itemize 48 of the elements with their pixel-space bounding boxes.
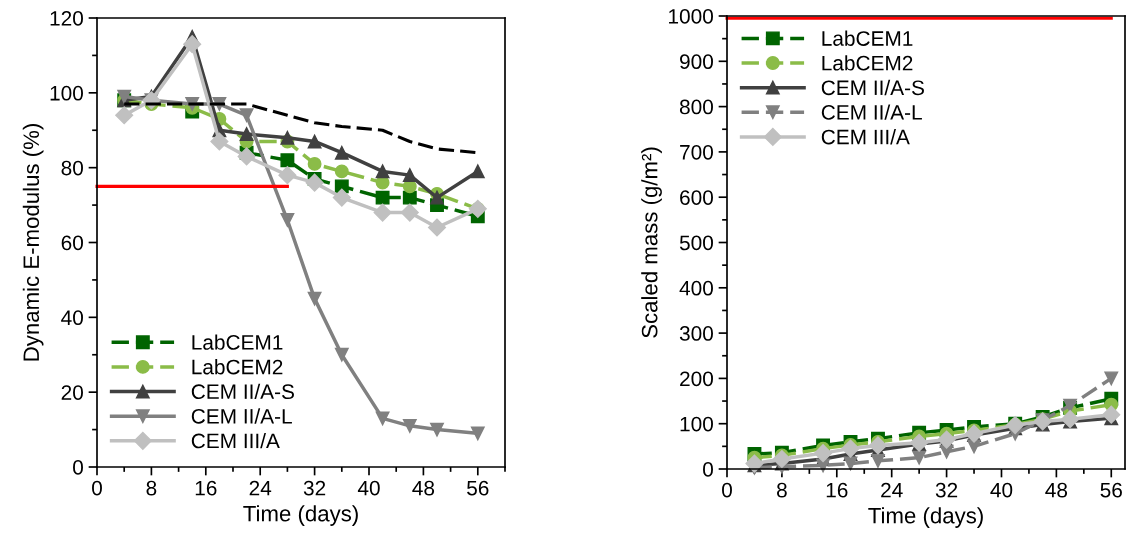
x-tick-label: 0 <box>92 480 102 496</box>
legend-label: CEM III/A <box>191 433 280 449</box>
x-tick-label: 40 <box>990 482 1013 498</box>
y-tick-label: 800 <box>679 99 713 115</box>
x-tick-label: 32 <box>303 480 326 496</box>
x-tick-label: 32 <box>935 482 958 498</box>
x-tick-label: 48 <box>412 480 435 496</box>
y-tick-label: 0 <box>73 460 83 475</box>
x-tick-label: 40 <box>357 480 380 496</box>
y-axis-title: Dynamic E-modulus (%) <box>22 124 44 361</box>
x-tick-label: 16 <box>195 480 217 496</box>
y-axis-title: Scaled mass (g/m²) <box>641 147 662 338</box>
x-tick-label: 56 <box>1100 482 1122 498</box>
legend-label: CEM II/A-L <box>191 408 292 424</box>
y-tick-label: 80 <box>61 160 83 176</box>
legend-label: CEM II/A-S <box>821 79 924 96</box>
legend-label: CEM II/A-S <box>191 383 294 400</box>
x-tick-label: 56 <box>467 480 489 496</box>
y-tick-label: 40 <box>61 310 83 326</box>
legend-label: CEM II/A-L <box>821 104 922 120</box>
y-tick-label: 900 <box>680 54 713 70</box>
x-tick-label: 8 <box>146 480 157 496</box>
legend-label: LabCEM1 <box>192 334 283 350</box>
y-tick-label: 20 <box>61 385 83 400</box>
x-tick-label: 24 <box>249 480 272 496</box>
y-tick-label: 600 <box>680 190 713 205</box>
x-tick-label: 48 <box>1045 482 1068 498</box>
y-tick-label: 700 <box>680 144 713 160</box>
x-axis-title: Time (days) <box>243 505 358 526</box>
y-tick-label: 60 <box>61 235 83 251</box>
x-tick-label: 8 <box>777 482 787 498</box>
legend-label: LabCEM1 <box>822 30 913 46</box>
y-tick-label: 1000 <box>669 9 713 24</box>
legend-label: LabCEM2 <box>822 55 913 71</box>
y-tick-label: 100 <box>680 416 713 432</box>
legend-label: CEM III/A <box>821 129 910 145</box>
y-tick-label: 0 <box>703 462 713 477</box>
x-tick-label: 0 <box>722 482 732 498</box>
y-tick-label: 300 <box>679 326 713 341</box>
y-tick-label: 120 <box>50 11 83 26</box>
legend-label: LabCEM2 <box>192 359 283 375</box>
y-tick-label: 100 <box>50 85 83 101</box>
y-tick-label: 400 <box>679 280 713 296</box>
y-tick-label: 500 <box>679 235 713 251</box>
x-tick-label: 24 <box>881 482 903 498</box>
y-tick-label: 200 <box>680 371 713 387</box>
x-axis-title: Time (days) <box>868 507 983 528</box>
x-tick-label: 16 <box>826 482 848 498</box>
